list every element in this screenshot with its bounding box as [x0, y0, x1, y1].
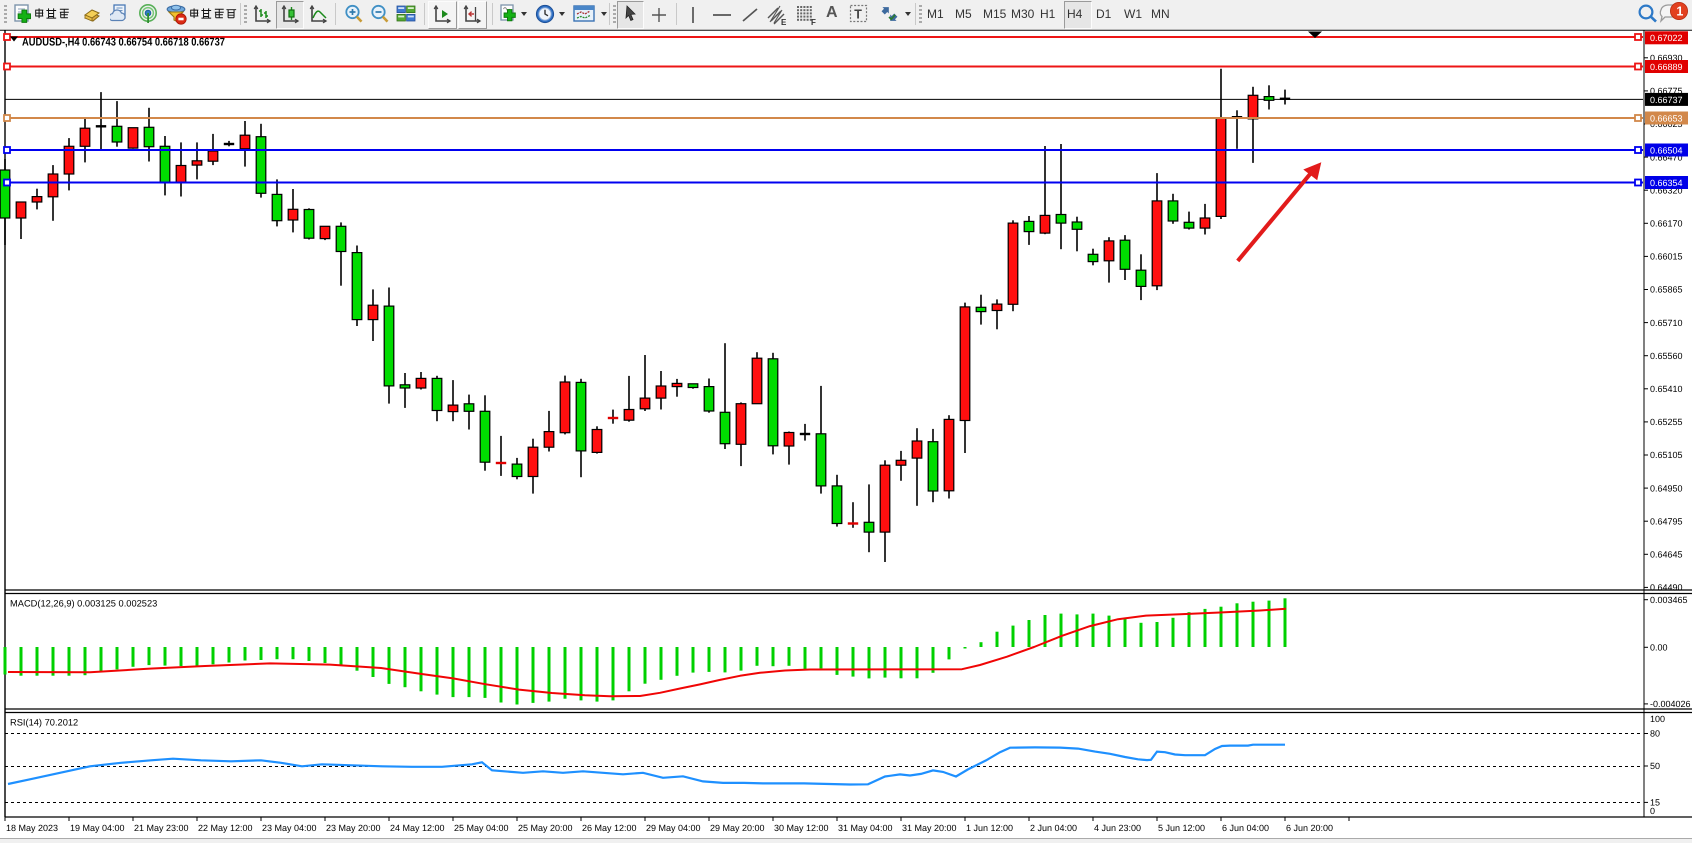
svg-text:25 May 04:00: 25 May 04:00	[454, 823, 509, 833]
svg-text:0.66015: 0.66015	[1650, 252, 1683, 262]
svg-text:0.66170: 0.66170	[1650, 219, 1683, 229]
svg-text:23 May 20:00: 23 May 20:00	[326, 823, 381, 833]
svg-text:0.66775: 0.66775	[1650, 86, 1683, 96]
svg-text:0.65560: 0.65560	[1650, 351, 1683, 361]
svg-text:0.003465: 0.003465	[1650, 595, 1688, 605]
svg-text:21 May 23:00: 21 May 23:00	[134, 823, 189, 833]
svg-text:F: F	[811, 18, 816, 26]
svg-text:0.66470: 0.66470	[1650, 152, 1683, 162]
svg-text:1 Jun 12:00: 1 Jun 12:00	[966, 823, 1013, 833]
svg-text:0.66320: 0.66320	[1650, 185, 1683, 195]
svg-text:22 May 12:00: 22 May 12:00	[198, 823, 253, 833]
svg-text:MACD(12,26,9) 0.003125 0.00252: MACD(12,26,9) 0.003125 0.002523	[10, 599, 157, 609]
svg-text:6 Jun 20:00: 6 Jun 20:00	[1286, 823, 1333, 833]
svg-text:0.66653: 0.66653	[1650, 113, 1683, 123]
svg-text:0.64645: 0.64645	[1650, 550, 1683, 560]
svg-text:0.65865: 0.65865	[1650, 285, 1683, 295]
svg-text:19 May 04:00: 19 May 04:00	[70, 823, 125, 833]
svg-text:15: 15	[1650, 798, 1660, 808]
svg-text:0.66354: 0.66354	[1650, 178, 1683, 188]
svg-text:RSI(14) 70.2012: RSI(14) 70.2012	[10, 718, 78, 728]
svg-text:24 May 12:00: 24 May 12:00	[390, 823, 445, 833]
svg-text:0.67022: 0.67022	[1650, 33, 1683, 43]
svg-text:29 May 20:00: 29 May 20:00	[710, 823, 765, 833]
svg-text:23 May 04:00: 23 May 04:00	[262, 823, 317, 833]
svg-text:0.65105: 0.65105	[1650, 450, 1683, 460]
svg-text:6 Jun 04:00: 6 Jun 04:00	[1222, 823, 1269, 833]
svg-text:0.00: 0.00	[1650, 643, 1668, 653]
svg-text:30 May 12:00: 30 May 12:00	[774, 823, 829, 833]
svg-text:0.66737: 0.66737	[1650, 95, 1683, 105]
svg-text:T: T	[854, 8, 862, 22]
svg-text:0.64950: 0.64950	[1650, 483, 1683, 493]
svg-text:0.66930: 0.66930	[1650, 53, 1683, 63]
svg-text:18 May 2023: 18 May 2023	[6, 823, 58, 833]
svg-text:0: 0	[1650, 806, 1655, 816]
svg-text:5 Jun 12:00: 5 Jun 12:00	[1158, 823, 1205, 833]
svg-text:-0.004026: -0.004026	[1650, 699, 1691, 709]
svg-text:31 May 04:00: 31 May 04:00	[838, 823, 893, 833]
svg-text:1: 1	[1676, 4, 1683, 18]
svg-text:4 Jun 23:00: 4 Jun 23:00	[1094, 823, 1141, 833]
svg-text:0.65410: 0.65410	[1650, 384, 1683, 394]
svg-text:2 Jun 04:00: 2 Jun 04:00	[1030, 823, 1077, 833]
svg-text:31 May 20:00: 31 May 20:00	[902, 823, 957, 833]
svg-text:AUDUSD-,H4 0.66743 0.66754 0.: AUDUSD-,H4 0.66743 0.66754 0.66718 0.667…	[22, 36, 225, 48]
svg-text:29 May 04:00: 29 May 04:00	[646, 823, 701, 833]
svg-text:0.65710: 0.65710	[1650, 318, 1683, 328]
svg-text:0.66889: 0.66889	[1650, 62, 1683, 72]
svg-text:0.64795: 0.64795	[1650, 516, 1683, 526]
svg-text:25 May 20:00: 25 May 20:00	[518, 823, 573, 833]
svg-text:E: E	[781, 18, 787, 26]
svg-text:0.65255: 0.65255	[1650, 417, 1683, 427]
svg-text:26 May 12:00: 26 May 12:00	[582, 823, 637, 833]
svg-text:80: 80	[1650, 729, 1660, 739]
svg-text:0.64490: 0.64490	[1650, 583, 1683, 593]
svg-text:0.66504: 0.66504	[1650, 145, 1683, 155]
svg-text:50: 50	[1650, 761, 1660, 771]
svg-text:100: 100	[1650, 714, 1665, 724]
